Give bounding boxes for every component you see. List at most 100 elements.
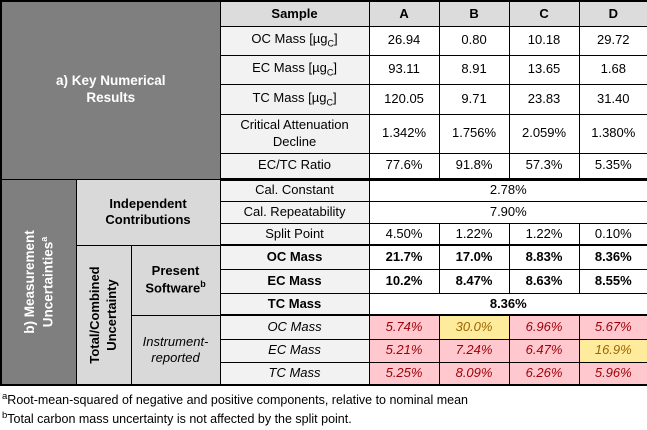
table-row: b) Measurement Uncertaintiesa Independen…: [0, 178, 647, 386]
table-row: EC/TC Ratio 77.6% 91.8% 57.3% 5.35%: [1, 152, 647, 181]
data-cell: 8.63%: [508, 268, 580, 294]
section-b-title-line2: Uncertainties: [40, 241, 55, 328]
table-row: EC Mass 5.21% 7.24% 6.47% 16.9%: [1, 338, 647, 363]
footnote-a-text: Root-mean-squared of negative and positi…: [7, 393, 468, 408]
data-cell-highlight-warn: 30.0%: [438, 314, 510, 340]
data-cell: 57.3%: [508, 152, 580, 181]
row-label-ir-oc-mass: OC Mass: [219, 314, 370, 340]
data-cell: 1.22%: [438, 222, 510, 246]
row-label-cal-repeatability: Cal. Repeatability: [219, 200, 370, 224]
footnote-b: bTotal carbon mass uncertainty is not af…: [2, 409, 644, 428]
footnote-b-text: Total carbon mass uncertainty is not aff…: [7, 412, 352, 427]
data-cell: 120.05: [368, 83, 440, 115]
present-software-footnote-marker: b: [200, 279, 206, 290]
table-row: a) Key Numerical Results Sample A B C D: [0, 0, 647, 180]
data-cell: 8.55%: [578, 268, 647, 294]
merged-data-cell: 2.78%: [368, 178, 647, 202]
table-row: Cal. Repeatability 7.90%: [1, 200, 647, 224]
section-a-title-line2: Results: [86, 90, 136, 106]
row-label-tc-mass: TC Mass [µgC]: [219, 83, 370, 115]
data-cell: 8.91: [438, 54, 510, 85]
data-cell: 8.83%: [508, 244, 580, 270]
data-cell: 93.11: [368, 54, 440, 85]
section-b-title-line1: b) Measurement: [21, 229, 37, 334]
table-row: Total/Combined Uncertainty Present Softw…: [1, 244, 647, 386]
section-b-title-footnote-marker: a: [38, 236, 49, 242]
data-cell: 91.8%: [438, 152, 510, 181]
section-a-header: a) Key Numerical Results: [0, 0, 221, 180]
data-cell: 29.72: [578, 25, 647, 56]
total-combined-uncertainty-header: Total/Combined Uncertainty: [75, 244, 132, 386]
data-cell: 31.40: [578, 83, 647, 115]
instrument-reported-header: Instrument-reported: [130, 314, 221, 386]
data-cell: 2.059%: [508, 113, 580, 154]
data-cell-highlight-bad: 5.25%: [368, 361, 440, 386]
row-label-cal-constant: Cal. Constant: [219, 178, 370, 202]
independent-contributions-header: Independent Contributions: [75, 178, 221, 246]
data-cell-highlight-bad: 6.96%: [508, 314, 580, 340]
data-cell: 1.342%: [368, 113, 440, 154]
data-cell: 10.2%: [368, 268, 440, 294]
row-label-ir-ec-mass: EC Mass: [219, 338, 370, 363]
footnote-b-marker: b: [2, 410, 8, 422]
data-cell: 26.94: [368, 25, 440, 56]
data-cell-highlight-bad: 8.09%: [438, 361, 510, 386]
merged-data-cell: 7.90%: [368, 200, 647, 224]
table-row: Split Point 4.50% 1.22% 1.22% 0.10%: [1, 222, 647, 246]
data-cell: 13.65: [508, 54, 580, 85]
data-cell: 17.0%: [438, 244, 510, 270]
table-row: OC Mass [µgC] 26.94 0.80 10.18 29.72: [1, 25, 647, 56]
data-cell: 1.380%: [578, 113, 647, 154]
table-row: Instrument-reported OC Mass 5.74% 30.0% …: [1, 314, 647, 386]
column-header-b: B: [438, 0, 510, 27]
data-cell: 77.6%: [368, 152, 440, 181]
data-cell: 1.756%: [438, 113, 510, 154]
table-row: Critical Attenuation Decline 1.342% 1.75…: [1, 113, 647, 154]
footnote-a: aRoot-mean-squared of negative and posit…: [2, 390, 644, 409]
row-label-ec-tc-ratio: EC/TC Ratio: [219, 152, 370, 181]
data-cell: 8.47%: [438, 268, 510, 294]
footnote-a-marker: a: [2, 391, 8, 402]
data-cell: 23.83: [508, 83, 580, 115]
row-label-split-point: Split Point: [219, 222, 370, 246]
data-cell-highlight-warn: 16.9%: [578, 338, 647, 363]
data-cell: 0.10%: [578, 222, 647, 246]
row-label-oc-mass: OC Mass [µgC]: [219, 25, 370, 56]
column-header-d: D: [578, 0, 647, 27]
section-b-header: b) Measurement Uncertaintiesa: [0, 178, 77, 386]
column-header-c: C: [508, 0, 580, 27]
results-table: a) Key Numerical Results Sample A B C D …: [0, 0, 647, 386]
data-cell-highlight-bad: 5.67%: [578, 314, 647, 340]
data-cell-highlight-bad: 6.26%: [508, 361, 580, 386]
table-row: TC Mass 8.36%: [1, 292, 647, 316]
data-cell-highlight-bad: 6.47%: [508, 338, 580, 363]
row-label-ps-tc-mass: TC Mass: [219, 292, 370, 316]
data-cell-highlight-bad: 7.24%: [438, 338, 510, 363]
table-row: TC Mass 5.25% 8.09% 6.26% 5.96%: [1, 361, 647, 386]
data-cell: 1.68: [578, 54, 647, 85]
row-label-ir-tc-mass: TC Mass: [219, 361, 370, 386]
data-cell: 21.7%: [368, 244, 440, 270]
data-cell: 0.80: [438, 25, 510, 56]
column-header-a: A: [368, 0, 440, 27]
data-cell: 1.22%: [508, 222, 580, 246]
data-cell: 5.35%: [578, 152, 647, 181]
data-cell-highlight-bad: 5.96%: [578, 361, 647, 386]
data-cell: 10.18: [508, 25, 580, 56]
merged-data-cell: 8.36%: [368, 292, 647, 316]
row-label-critical-attenuation-decline: Critical Attenuation Decline: [219, 113, 370, 154]
table-row: EC Mass 10.2% 8.47% 8.63% 8.55%: [1, 268, 647, 294]
data-cell-highlight-bad: 5.74%: [368, 314, 440, 340]
present-software-header: Present Softwareb: [130, 244, 221, 316]
data-cell: 9.71: [438, 83, 510, 115]
footnotes: aRoot-mean-squared of negative and posit…: [0, 386, 647, 429]
row-label-ps-oc-mass: OC Mass: [219, 244, 370, 270]
sample-column-header: Sample: [219, 0, 370, 27]
data-cell-highlight-bad: 5.21%: [368, 338, 440, 363]
table-row: EC Mass [µgC] 93.11 8.91 13.65 1.68: [1, 54, 647, 85]
row-label-ec-mass: EC Mass [µgC]: [219, 54, 370, 85]
section-a-title-line1: a) Key Numerical: [55, 73, 166, 89]
table-row: TC Mass [µgC] 120.05 9.71 23.83 31.40: [1, 83, 647, 115]
data-cell: 8.36%: [578, 244, 647, 270]
row-label-ps-ec-mass: EC Mass: [219, 268, 370, 294]
